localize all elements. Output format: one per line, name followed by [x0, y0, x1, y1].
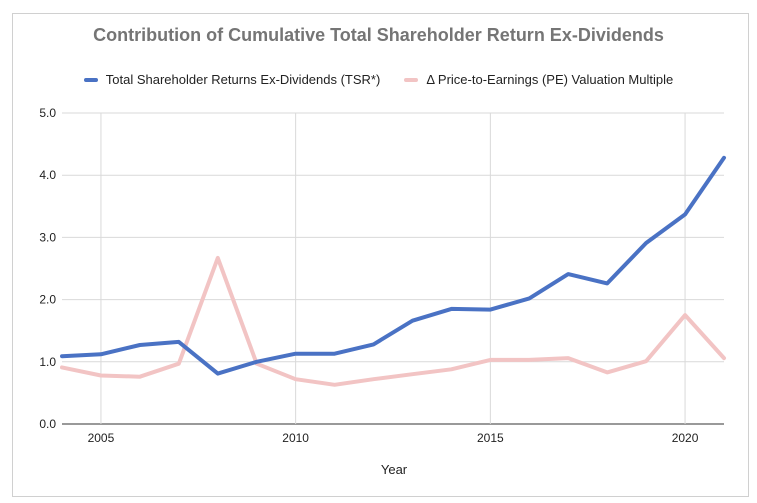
chart-frame [12, 13, 749, 497]
chart-legend: Total Shareholder Returns Ex-Dividends (… [0, 72, 757, 87]
chart-title: Contribution of Cumulative Total Shareho… [93, 25, 664, 45]
series-line-tsr [60, 155, 726, 376]
legend-swatch-tsr [83, 77, 98, 82]
x-tick-label: 2015 [477, 431, 504, 445]
y-tick-label: 0.0 [39, 417, 56, 431]
legend-label-pe: Δ Price-to-Earnings (PE) Valuation Multi… [426, 72, 674, 87]
y-tick-label: 1.0 [39, 355, 56, 369]
y-tick-label: 3.0 [39, 230, 56, 244]
y-tick-label: 5.0 [39, 106, 56, 120]
y-tick-label: 4.0 [39, 168, 56, 182]
series-line-pe [60, 255, 726, 387]
x-axis-title: Year [381, 462, 408, 477]
legend-swatch-pe [404, 77, 419, 82]
legend-item-pe: Δ Price-to-Earnings (PE) Valuation Multi… [404, 72, 673, 87]
legend-item-tsr: Total Shareholder Returns Ex-Dividends (… [83, 72, 381, 87]
grid-lines [62, 112, 724, 425]
x-tick-label: 2005 [88, 431, 115, 445]
legend-label-tsr: Total Shareholder Returns Ex-Dividends (… [105, 72, 381, 87]
y-tick-label: 2.0 [39, 293, 56, 307]
x-tick-label: 2020 [672, 431, 699, 445]
tick-labels: 0.0 1.0 2.0 3.0 4.0 5.0 2005 2010 2015 2020 [39, 106, 698, 445]
x-tick-label: 2010 [282, 431, 309, 445]
series-lines [60, 155, 726, 387]
